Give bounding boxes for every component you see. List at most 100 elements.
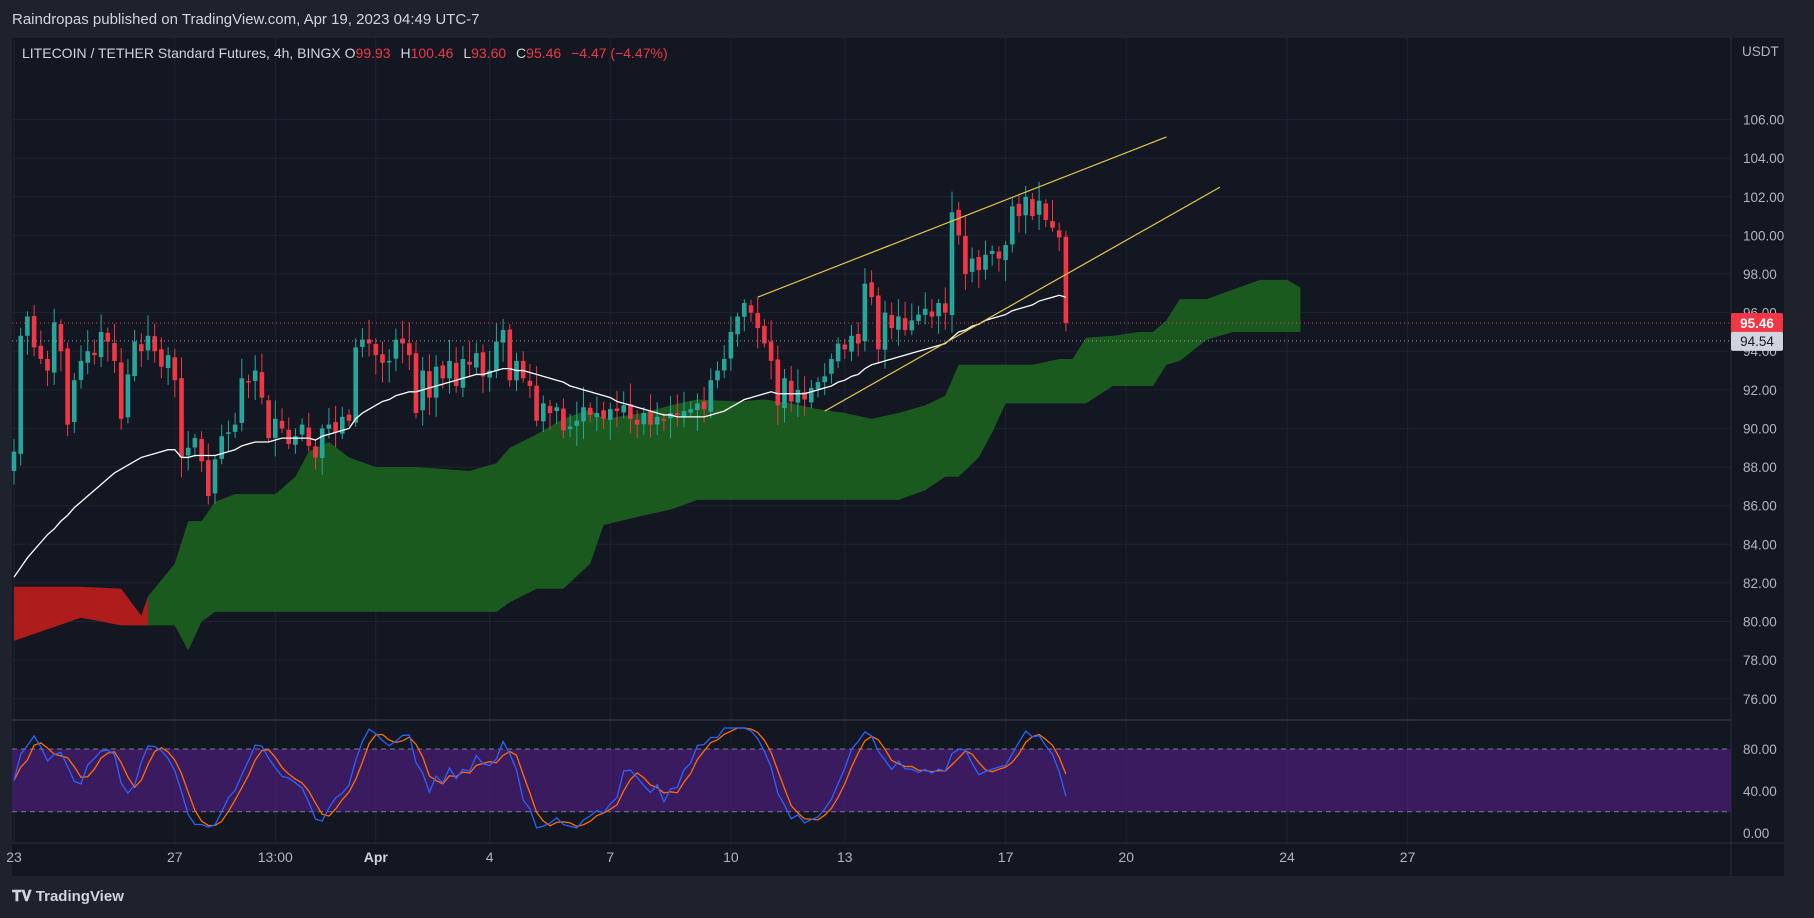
candle-up [299, 424, 305, 435]
candle-up [695, 403, 700, 411]
candle-down [675, 413, 680, 415]
candle-up [909, 320, 915, 331]
candle-up [949, 212, 955, 316]
candle-down [413, 353, 419, 414]
tv-icon: 𝐓𝐕 [12, 888, 36, 905]
candle-down [1043, 203, 1049, 220]
candle-up [132, 341, 137, 377]
candle-down [346, 414, 352, 421]
candle-up [273, 418, 278, 438]
candle-down [661, 419, 667, 421]
crosshair-badge [1731, 331, 1783, 351]
time-tick-label: 13:00 [258, 849, 293, 865]
candle-down [172, 357, 178, 381]
candle-down [1050, 221, 1055, 228]
candle-up [494, 341, 499, 372]
candle-up [809, 387, 814, 403]
open-label: O [344, 45, 356, 61]
candle-up [1003, 245, 1008, 261]
candle-up [735, 316, 740, 335]
candle-down [1016, 203, 1022, 217]
candle-up [849, 335, 854, 352]
candle-down [956, 209, 961, 236]
candle-down [889, 314, 894, 329]
channel-upper-line [757, 136, 1167, 298]
candle-up [641, 413, 647, 425]
candle-down [279, 420, 285, 429]
channel-lines [757, 136, 1221, 412]
symbol-name: LITECOIN / TETHER Standard Futures, 4h, … [22, 45, 341, 61]
candle-up [25, 316, 30, 336]
candle-down [855, 333, 861, 344]
moving-average [13, 294, 1067, 578]
candle-down [246, 381, 251, 383]
ichimoku-cloud [14, 279, 1301, 651]
candle-down [105, 332, 111, 342]
publish-header: Raindropas published on TradingView.com,… [0, 0, 1814, 38]
close-value: 95.46 [526, 45, 562, 61]
candle-down [614, 408, 620, 412]
candle-down [92, 352, 97, 356]
candle-up [594, 413, 600, 418]
time-tick-label: 17 [998, 849, 1014, 865]
candle-up [78, 360, 84, 380]
candle-up [447, 360, 452, 379]
candle-up [72, 380, 77, 422]
price-tick-label: 76.00 [1743, 692, 1777, 707]
candle-down [701, 401, 707, 410]
candle-down [601, 410, 606, 419]
time-tick-label: 27 [167, 849, 183, 865]
candle-up [708, 380, 714, 412]
candle-down [380, 354, 385, 363]
candle-down [453, 362, 459, 386]
price-labels: 95.4610:0394.54 [1731, 313, 1783, 351]
candle-up [460, 358, 466, 388]
price-reference-lines [12, 322, 1731, 342]
brand-text: TradingView [35, 888, 124, 905]
candle-up [239, 378, 245, 423]
candle-down [1030, 199, 1035, 217]
stoch-tick-label: 0.00 [1743, 826, 1769, 841]
candle-up [85, 351, 90, 363]
stoch-d-line [13, 727, 1067, 827]
candle-up [916, 314, 921, 321]
symbol-legend: LITECOIN / TETHER Standard Futures, 4h, … [22, 45, 668, 61]
time-tick-label: 27 [1400, 849, 1416, 865]
channel-lower-line [824, 186, 1221, 412]
candle-down [902, 318, 908, 331]
time-tick-label: 10 [723, 849, 739, 865]
candle-down [118, 362, 124, 419]
candle-up [145, 335, 151, 351]
candle-up [541, 403, 546, 422]
candle-up [574, 420, 580, 426]
candle-down [259, 372, 265, 398]
candle-down [427, 371, 432, 398]
price-tick-label: 82.00 [1743, 576, 1777, 591]
time-axis: 23 27 13:00 Apr 4 7 10 13 17 20 24 27 [6, 849, 1415, 865]
candle-down [842, 344, 848, 350]
candle-down [206, 460, 211, 497]
candle-down [373, 343, 379, 356]
time-tick-label: 4 [486, 849, 494, 865]
candle-up [474, 353, 479, 368]
candle-up [989, 250, 995, 254]
candle-up [51, 322, 57, 373]
price-axis: 106.00104.00102.00100.0098.0096.0094.009… [1743, 113, 1784, 707]
publisher-text: Raindropas published on TradingView.com,… [12, 11, 480, 28]
candle-down [976, 256, 982, 271]
price-tick-label: 92.00 [1743, 383, 1777, 398]
price-tick-label: 78.00 [1743, 653, 1777, 668]
candle-up [98, 331, 104, 358]
price-tick-label: 106.00 [1743, 113, 1784, 128]
tradingview-logo[interactable]: 𝐓𝐕 TradingView [12, 888, 124, 905]
candle-up [360, 339, 365, 347]
candle-up [688, 409, 693, 413]
candle-down [788, 380, 794, 402]
cloud-bearish [14, 586, 148, 641]
candle-up [728, 331, 734, 359]
candle-down [366, 339, 372, 344]
candle-up [1023, 196, 1028, 216]
candle-up [487, 370, 492, 378]
candle-down [1063, 236, 1069, 324]
